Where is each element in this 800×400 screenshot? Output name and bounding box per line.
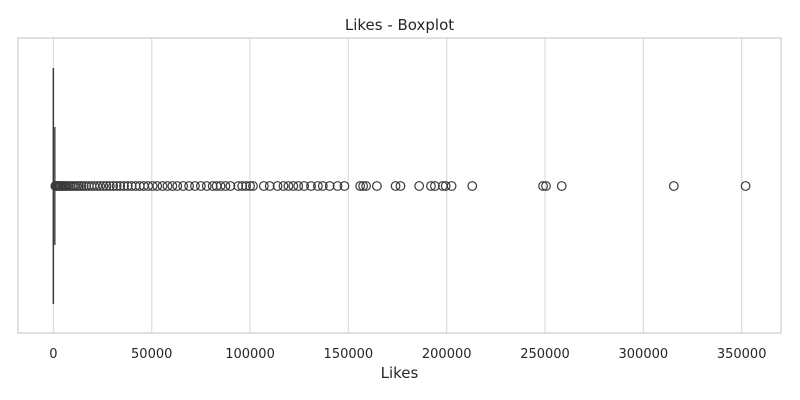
outlier-point [95, 181, 106, 191]
x-tick-label: 150000 [324, 347, 374, 362]
outlier-point [207, 181, 218, 191]
outlier-point [195, 181, 206, 191]
outlier-point [556, 181, 567, 191]
outlier-point [162, 181, 173, 191]
outlier-point [278, 181, 289, 191]
outlier-point [361, 181, 371, 191]
x-axis-label: Likes [381, 364, 419, 382]
outlier-point [426, 181, 436, 191]
outlier-point [390, 181, 401, 191]
x-tick-label: 250000 [520, 347, 570, 362]
outlier-point [111, 181, 122, 191]
outlier-point [248, 181, 258, 191]
outlier-point [119, 181, 129, 191]
outlier-point [332, 181, 343, 191]
outlier-point [440, 181, 451, 191]
outlier-point [312, 181, 323, 191]
outlier-point [167, 181, 178, 191]
outlier-point [190, 181, 200, 191]
outlier-point [317, 181, 328, 191]
outlier-point [147, 181, 158, 191]
outlier-point [152, 181, 163, 191]
outlier-point [272, 181, 283, 191]
outlier-point [225, 181, 236, 191]
outlier-point [414, 181, 425, 191]
outlier-points [50, 181, 751, 191]
outlier-point [324, 181, 335, 191]
outlier-point [78, 181, 89, 191]
outlier-point [395, 181, 406, 191]
outlier-point [429, 181, 440, 191]
outlier-point [220, 181, 231, 191]
x-tick-label: 100000 [225, 347, 275, 362]
outlier-point [446, 181, 457, 191]
outlier-point [157, 181, 168, 191]
outlier-point [740, 181, 751, 191]
outlier-point [184, 181, 194, 191]
plot-frame [17, 37, 782, 334]
outlier-point [283, 181, 294, 191]
outlier-point [371, 181, 382, 191]
outlier-point [115, 181, 126, 191]
outlier-point [358, 181, 369, 191]
outlier-point [467, 181, 478, 191]
outlier-point [355, 181, 366, 191]
x-tick-label: 0 [49, 347, 57, 362]
outlier-point [258, 181, 269, 191]
outlier-point [74, 181, 84, 191]
outlier-point [178, 181, 189, 191]
x-tick-label: 50000 [131, 347, 172, 362]
outlier-point [299, 181, 310, 191]
outlier-point [76, 181, 87, 191]
outlier-point [339, 181, 350, 191]
outlier-point [288, 181, 299, 191]
outlier-point [201, 181, 212, 191]
outlier-point [172, 181, 183, 191]
outlier-point [668, 181, 679, 191]
outlier-point [241, 181, 252, 191]
outlier-point [215, 181, 226, 191]
outlier-point [108, 181, 119, 191]
outlier-point [293, 181, 304, 191]
outlier-point [122, 181, 133, 191]
x-tick-labels: 0 50000 100000 150000 200000 250000 300000 3500… [49, 347, 766, 362]
chart-title: Likes - Boxplot [345, 16, 454, 34]
outlier-point [98, 181, 109, 191]
outlier-point [538, 181, 548, 191]
x-tick-label: 300000 [619, 347, 669, 362]
outlier-point [245, 181, 255, 191]
outlier-point [237, 181, 248, 191]
outlier-point [264, 181, 275, 191]
outlier-point [92, 181, 103, 191]
outlier-point [541, 181, 551, 191]
outlier-point [101, 181, 112, 191]
outlier-point [306, 181, 316, 191]
x-tick-label: 200000 [422, 347, 472, 362]
outlier-point [104, 181, 115, 191]
outlier-point [233, 181, 244, 191]
x-tick-label: 350000 [717, 347, 767, 362]
